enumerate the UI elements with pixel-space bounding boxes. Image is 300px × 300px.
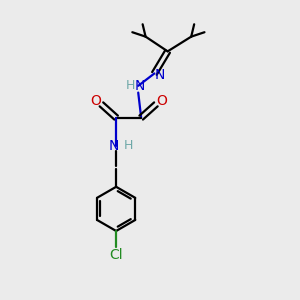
Text: N: N: [154, 68, 165, 82]
Text: H: H: [124, 139, 133, 152]
Text: N: N: [109, 139, 119, 153]
Text: N: N: [134, 79, 145, 93]
Text: O: O: [90, 94, 101, 108]
Text: O: O: [156, 94, 167, 108]
Text: H: H: [126, 79, 135, 92]
Text: Cl: Cl: [109, 248, 123, 262]
